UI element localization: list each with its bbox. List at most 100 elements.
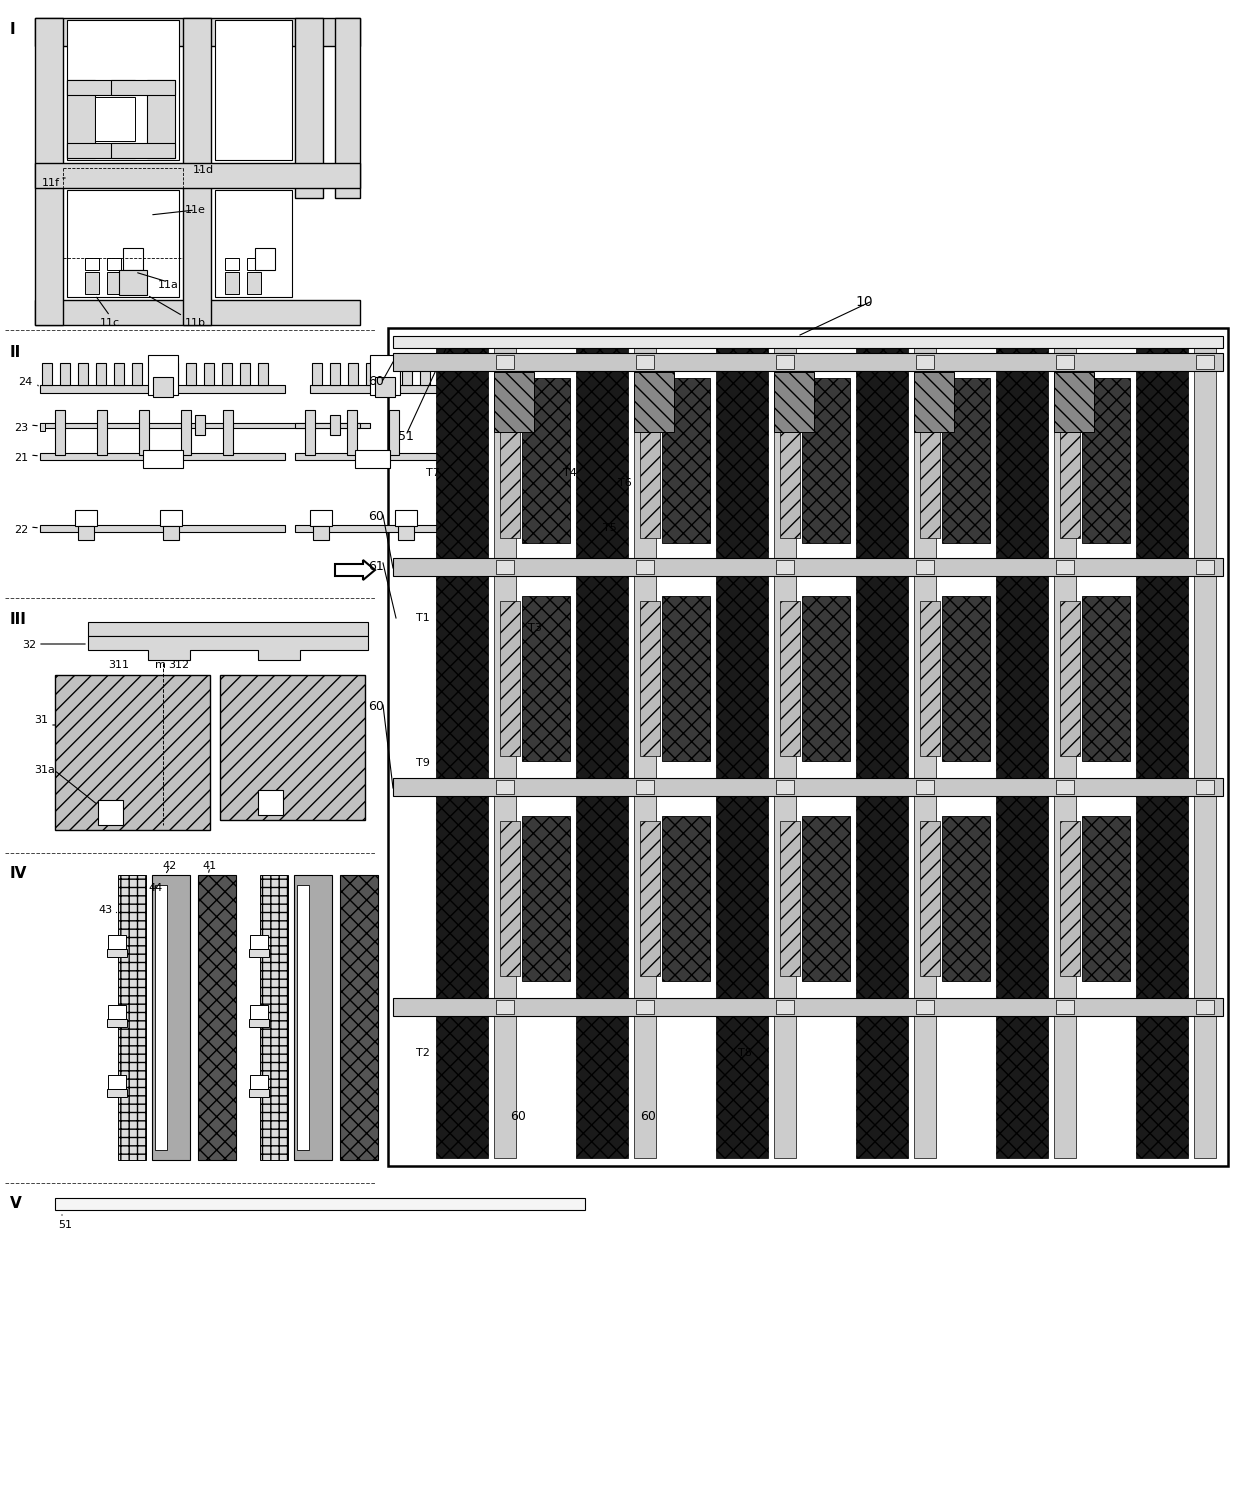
Text: 60: 60 — [368, 699, 384, 713]
Bar — [247, 258, 260, 270]
Bar — [249, 1019, 269, 1027]
Bar — [143, 450, 184, 468]
Text: T6: T6 — [618, 477, 631, 488]
Bar — [250, 935, 268, 949]
Bar — [494, 372, 534, 432]
Bar — [108, 1075, 126, 1090]
Bar — [438, 363, 448, 384]
Bar — [662, 817, 711, 982]
Bar — [996, 336, 1048, 1157]
Bar — [577, 336, 627, 1157]
Text: 11b: 11b — [185, 318, 206, 329]
Bar — [114, 363, 124, 384]
Bar — [636, 781, 653, 794]
Bar — [500, 600, 520, 757]
Text: II: II — [10, 345, 21, 360]
Bar — [167, 363, 179, 384]
Bar — [776, 356, 794, 369]
Bar — [295, 525, 445, 531]
Bar — [129, 272, 143, 294]
Text: 42: 42 — [162, 862, 176, 871]
Bar — [160, 510, 182, 525]
Bar — [186, 363, 196, 384]
Bar — [118, 875, 146, 1160]
Bar — [78, 525, 94, 540]
Bar — [500, 383, 520, 537]
Bar — [162, 525, 179, 540]
Bar — [1197, 1000, 1214, 1015]
Bar — [802, 378, 849, 543]
Bar — [494, 336, 516, 1157]
Bar — [107, 1090, 126, 1097]
Bar — [249, 949, 269, 958]
Text: 23: 23 — [14, 423, 29, 432]
Bar — [107, 949, 126, 958]
Bar — [67, 80, 95, 158]
Bar — [1054, 372, 1094, 432]
Bar — [148, 356, 179, 395]
Bar — [916, 781, 934, 794]
Polygon shape — [88, 636, 368, 660]
Bar — [634, 336, 656, 1157]
Bar — [662, 596, 711, 761]
Bar — [914, 372, 954, 432]
Bar — [95, 363, 105, 384]
Bar — [522, 596, 570, 761]
Text: 43: 43 — [98, 905, 112, 916]
Bar — [155, 886, 167, 1150]
Text: I: I — [10, 23, 16, 38]
Text: T9: T9 — [415, 758, 430, 769]
Text: 60: 60 — [640, 1111, 656, 1123]
Bar — [74, 510, 97, 525]
Bar — [95, 98, 135, 141]
Bar — [35, 18, 360, 47]
Text: 61: 61 — [368, 560, 383, 573]
Bar — [198, 875, 236, 1160]
Bar — [776, 781, 794, 794]
Bar — [312, 363, 322, 384]
Bar — [393, 353, 1223, 371]
Bar — [55, 1198, 585, 1210]
Bar — [780, 383, 800, 537]
Bar — [374, 377, 396, 396]
Text: 60: 60 — [368, 510, 384, 522]
Bar — [107, 1019, 126, 1027]
Bar — [1056, 560, 1074, 573]
Bar — [249, 1090, 269, 1097]
Text: 41: 41 — [202, 862, 216, 871]
Bar — [107, 272, 122, 294]
Text: 11a: 11a — [157, 281, 179, 290]
Bar — [1083, 596, 1130, 761]
Bar — [255, 248, 275, 270]
Bar — [40, 525, 285, 531]
Bar — [295, 423, 360, 428]
Bar — [86, 258, 99, 270]
Bar — [388, 329, 1228, 1166]
Bar — [393, 336, 1223, 348]
Bar — [634, 372, 675, 432]
Bar — [396, 510, 417, 525]
Bar — [35, 300, 360, 326]
Bar — [1197, 356, 1214, 369]
Bar — [40, 384, 285, 393]
Bar — [640, 383, 660, 537]
Bar — [40, 423, 45, 431]
Bar — [370, 356, 401, 395]
Bar — [112, 80, 175, 95]
Bar — [1083, 817, 1130, 982]
Text: T8: T8 — [738, 1048, 751, 1058]
Bar — [55, 675, 210, 830]
Bar — [1197, 560, 1214, 573]
Bar — [42, 363, 52, 384]
Bar — [1056, 356, 1074, 369]
Text: IV: IV — [10, 866, 27, 881]
Bar — [224, 258, 239, 270]
Text: T4: T4 — [563, 468, 577, 477]
Bar — [347, 410, 357, 455]
Bar — [294, 875, 332, 1160]
Bar — [181, 410, 191, 455]
Text: 10: 10 — [856, 296, 873, 309]
Bar — [250, 1006, 268, 1019]
Text: 31a: 31a — [33, 766, 55, 775]
Bar — [920, 821, 940, 976]
